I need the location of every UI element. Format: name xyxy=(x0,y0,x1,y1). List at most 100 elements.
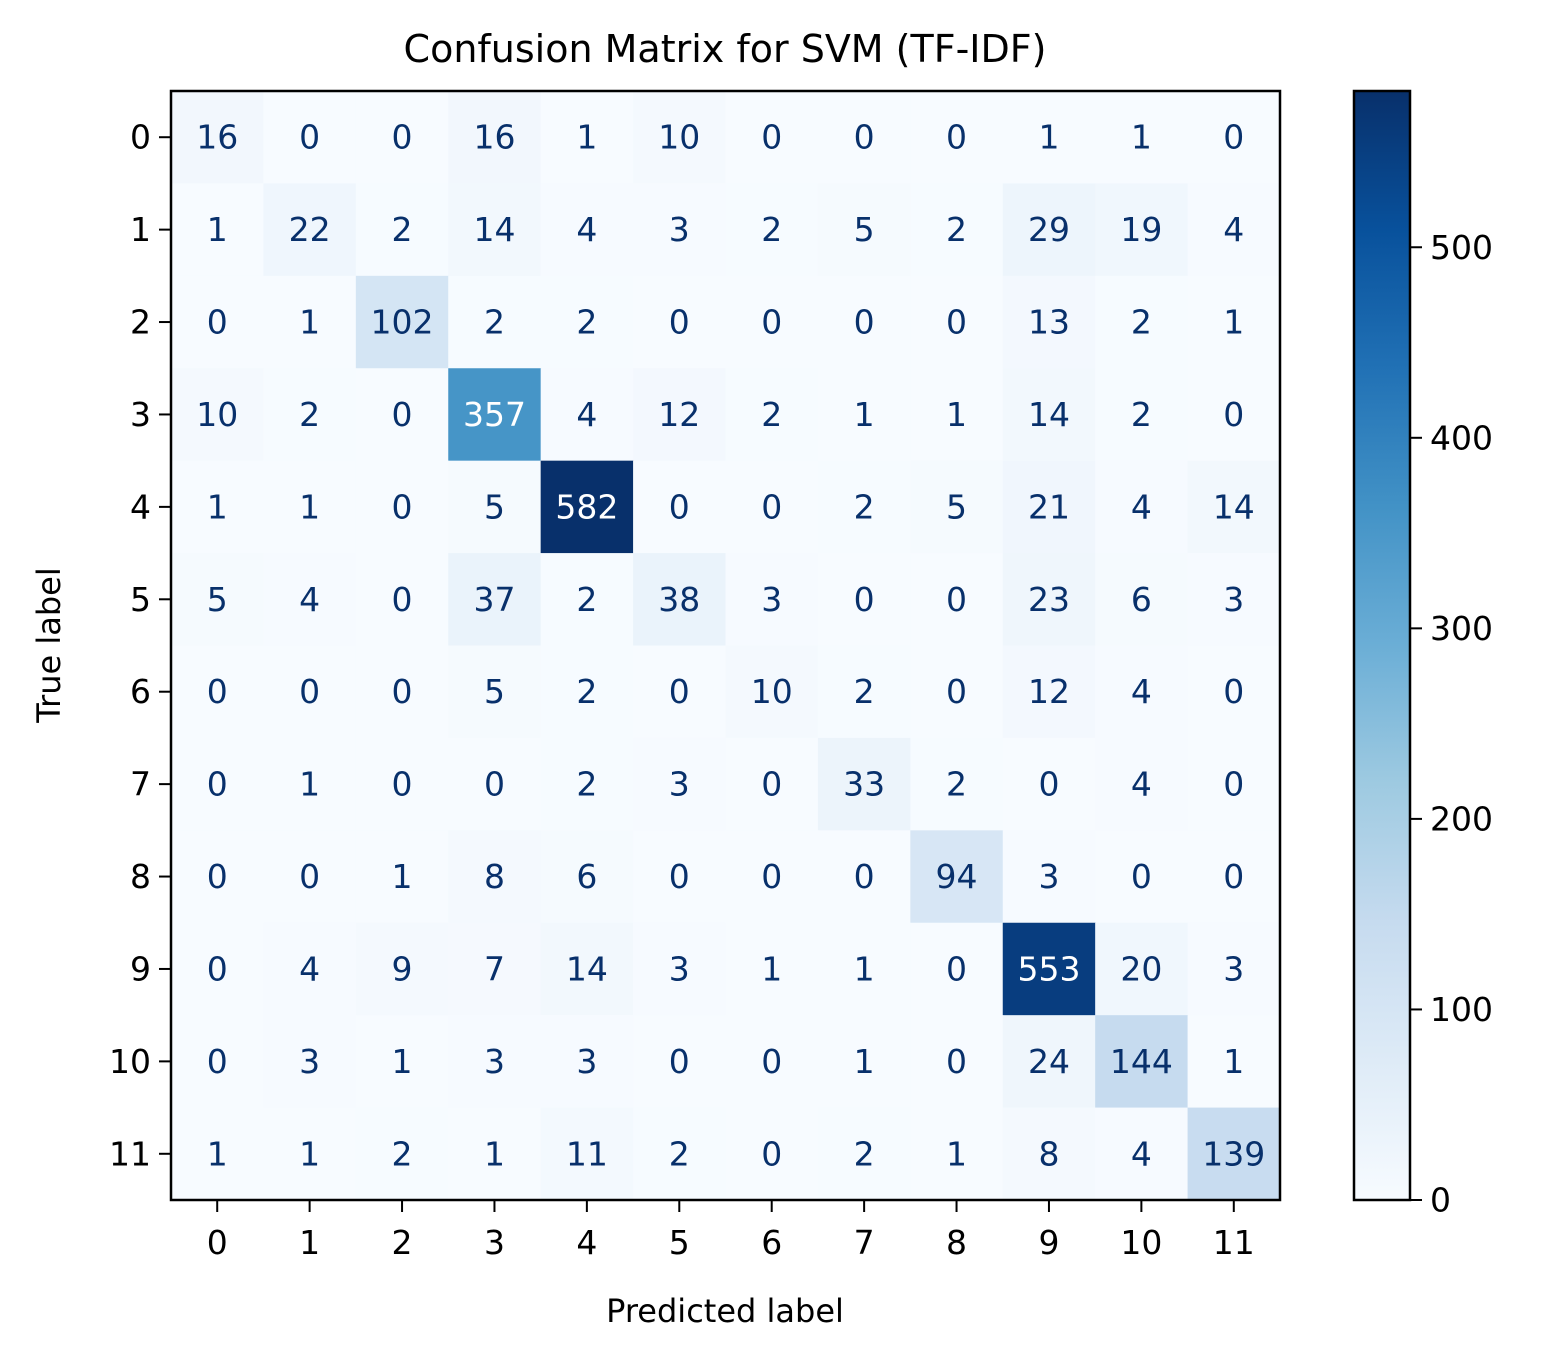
heatmap-cell xyxy=(633,830,726,924)
cell-value-label: 0 xyxy=(1223,857,1244,896)
cell-value-label: 10 xyxy=(751,672,793,711)
cell-value-label: 16 xyxy=(196,118,238,157)
heatmap-cell xyxy=(725,91,819,184)
cell-value-label: 2 xyxy=(946,765,967,804)
heatmap-cell xyxy=(910,830,1004,924)
cell-value-label: 2 xyxy=(1131,395,1152,434)
y-tick-label: 5 xyxy=(130,580,151,619)
heatmap-cell xyxy=(910,91,1004,184)
cell-value-label: 22 xyxy=(289,210,331,249)
heatmap-cell xyxy=(725,553,819,646)
heatmap-cell xyxy=(448,1107,542,1201)
heatmap-cell xyxy=(633,368,726,462)
heatmap-cell xyxy=(910,645,1004,739)
cell-value-label: 2 xyxy=(854,672,875,711)
cell-value-label: 0 xyxy=(207,1042,228,1081)
cell-value-label: 2 xyxy=(392,210,413,249)
cell-value-label: 0 xyxy=(854,580,875,619)
x-tick-label: 4 xyxy=(576,1223,597,1262)
heatmap-cell xyxy=(448,460,542,554)
cell-value-label: 14 xyxy=(1213,487,1255,526)
heatmap-cell xyxy=(1002,737,1096,831)
heatmap-cell xyxy=(263,737,357,831)
cell-value-label: 1 xyxy=(207,1134,228,1173)
cell-value-label: 0 xyxy=(946,303,967,342)
cell-value-label: 14 xyxy=(1028,395,1070,434)
heatmap-cell xyxy=(355,368,449,462)
heatmap-cell xyxy=(725,922,819,1016)
heatmap-cell xyxy=(448,1015,542,1109)
colorbar-gradient xyxy=(1354,91,1410,1200)
cell-value-label: 5 xyxy=(484,672,505,711)
x-tick-label: 2 xyxy=(392,1223,413,1262)
heatmap-cell xyxy=(171,922,264,1016)
cell-value-label: 0 xyxy=(761,303,782,342)
heatmap-cell xyxy=(725,183,819,277)
cell-value-label: 0 xyxy=(299,672,320,711)
cell-value-label: 102 xyxy=(371,303,434,342)
heatmap-cell xyxy=(540,645,634,739)
cell-value-label: 0 xyxy=(392,765,413,804)
heatmap-cell xyxy=(263,1107,357,1201)
cell-value-label: 1 xyxy=(1223,303,1244,342)
heatmap-cell xyxy=(171,368,264,462)
cell-value-label: 1 xyxy=(854,395,875,434)
cell-value-label: 3 xyxy=(299,1042,320,1081)
heatmap-cell xyxy=(910,1015,1004,1109)
heatmap-cell xyxy=(355,275,449,369)
heatmap-cell xyxy=(355,183,449,277)
x-axis-ticks: 0 1 2 3 4 5 6 7 8 9 10 11 xyxy=(207,1200,1255,1262)
cell-value-label: 0 xyxy=(1223,118,1244,157)
heatmap-cell xyxy=(633,460,726,554)
cell-value-label: 6 xyxy=(1131,580,1152,619)
cell-value-label: 0 xyxy=(669,303,690,342)
heatmap-cell xyxy=(817,737,911,831)
cell-value-label: 94 xyxy=(936,857,978,896)
cell-value-label: 10 xyxy=(196,395,238,434)
cell-value-label: 1 xyxy=(946,1134,967,1173)
y-tick-label: 10 xyxy=(109,1042,151,1081)
cell-value-label: 37 xyxy=(473,580,515,619)
cell-value-label: 1 xyxy=(299,1134,320,1173)
heatmap-cell xyxy=(263,553,357,646)
cell-value-label: 12 xyxy=(658,395,700,434)
cell-value-label: 0 xyxy=(207,303,228,342)
cell-value-label: 0 xyxy=(946,949,967,988)
plot-frame xyxy=(169,89,1282,1202)
cell-value-label: 9 xyxy=(392,949,413,988)
cell-value-label: 1 xyxy=(576,118,597,157)
cell-value-label: 4 xyxy=(576,395,597,434)
heatmap-cell xyxy=(1187,830,1281,924)
x-axis-label: Predicted label xyxy=(606,1292,844,1330)
cell-value-label: 2 xyxy=(392,1134,413,1173)
colorbar-frame xyxy=(1352,89,1412,1202)
heatmap-cell xyxy=(448,183,542,277)
cell-value-label: 2 xyxy=(669,1134,690,1173)
heatmap-cell xyxy=(263,1015,357,1109)
y-tick-label: 4 xyxy=(130,487,151,526)
heatmap-cell xyxy=(263,91,357,184)
heatmap-cell xyxy=(1095,460,1189,554)
cell-value-label: 1 xyxy=(1038,118,1059,157)
cell-value-label: 6 xyxy=(576,857,597,896)
heatmap-cell xyxy=(633,1015,726,1109)
chart-title: Confusion Matrix for SVM (TF-IDF) xyxy=(404,27,1047,71)
cell-value-label: 2 xyxy=(946,210,967,249)
heatmap-cell xyxy=(817,91,911,184)
x-tick-label: 11 xyxy=(1213,1223,1255,1262)
cell-value-label: 5 xyxy=(484,487,505,526)
cell-value-label: 12 xyxy=(1028,672,1070,711)
cell-value-label: 5 xyxy=(946,487,967,526)
heatmap-cell xyxy=(817,460,911,554)
heatmap-cell xyxy=(448,553,542,646)
heatmap-cell xyxy=(540,922,634,1016)
heatmap-cell xyxy=(171,91,264,184)
heatmap-cell xyxy=(1095,183,1189,277)
cell-value-label: 38 xyxy=(658,580,700,619)
cell-value-label: 2 xyxy=(484,303,505,342)
heatmap-cell xyxy=(1095,553,1189,646)
cell-value-label: 0 xyxy=(207,949,228,988)
cell-value-label: 0 xyxy=(1038,765,1059,804)
cell-value-label: 5 xyxy=(854,210,875,249)
cell-value-label: 0 xyxy=(392,580,413,619)
